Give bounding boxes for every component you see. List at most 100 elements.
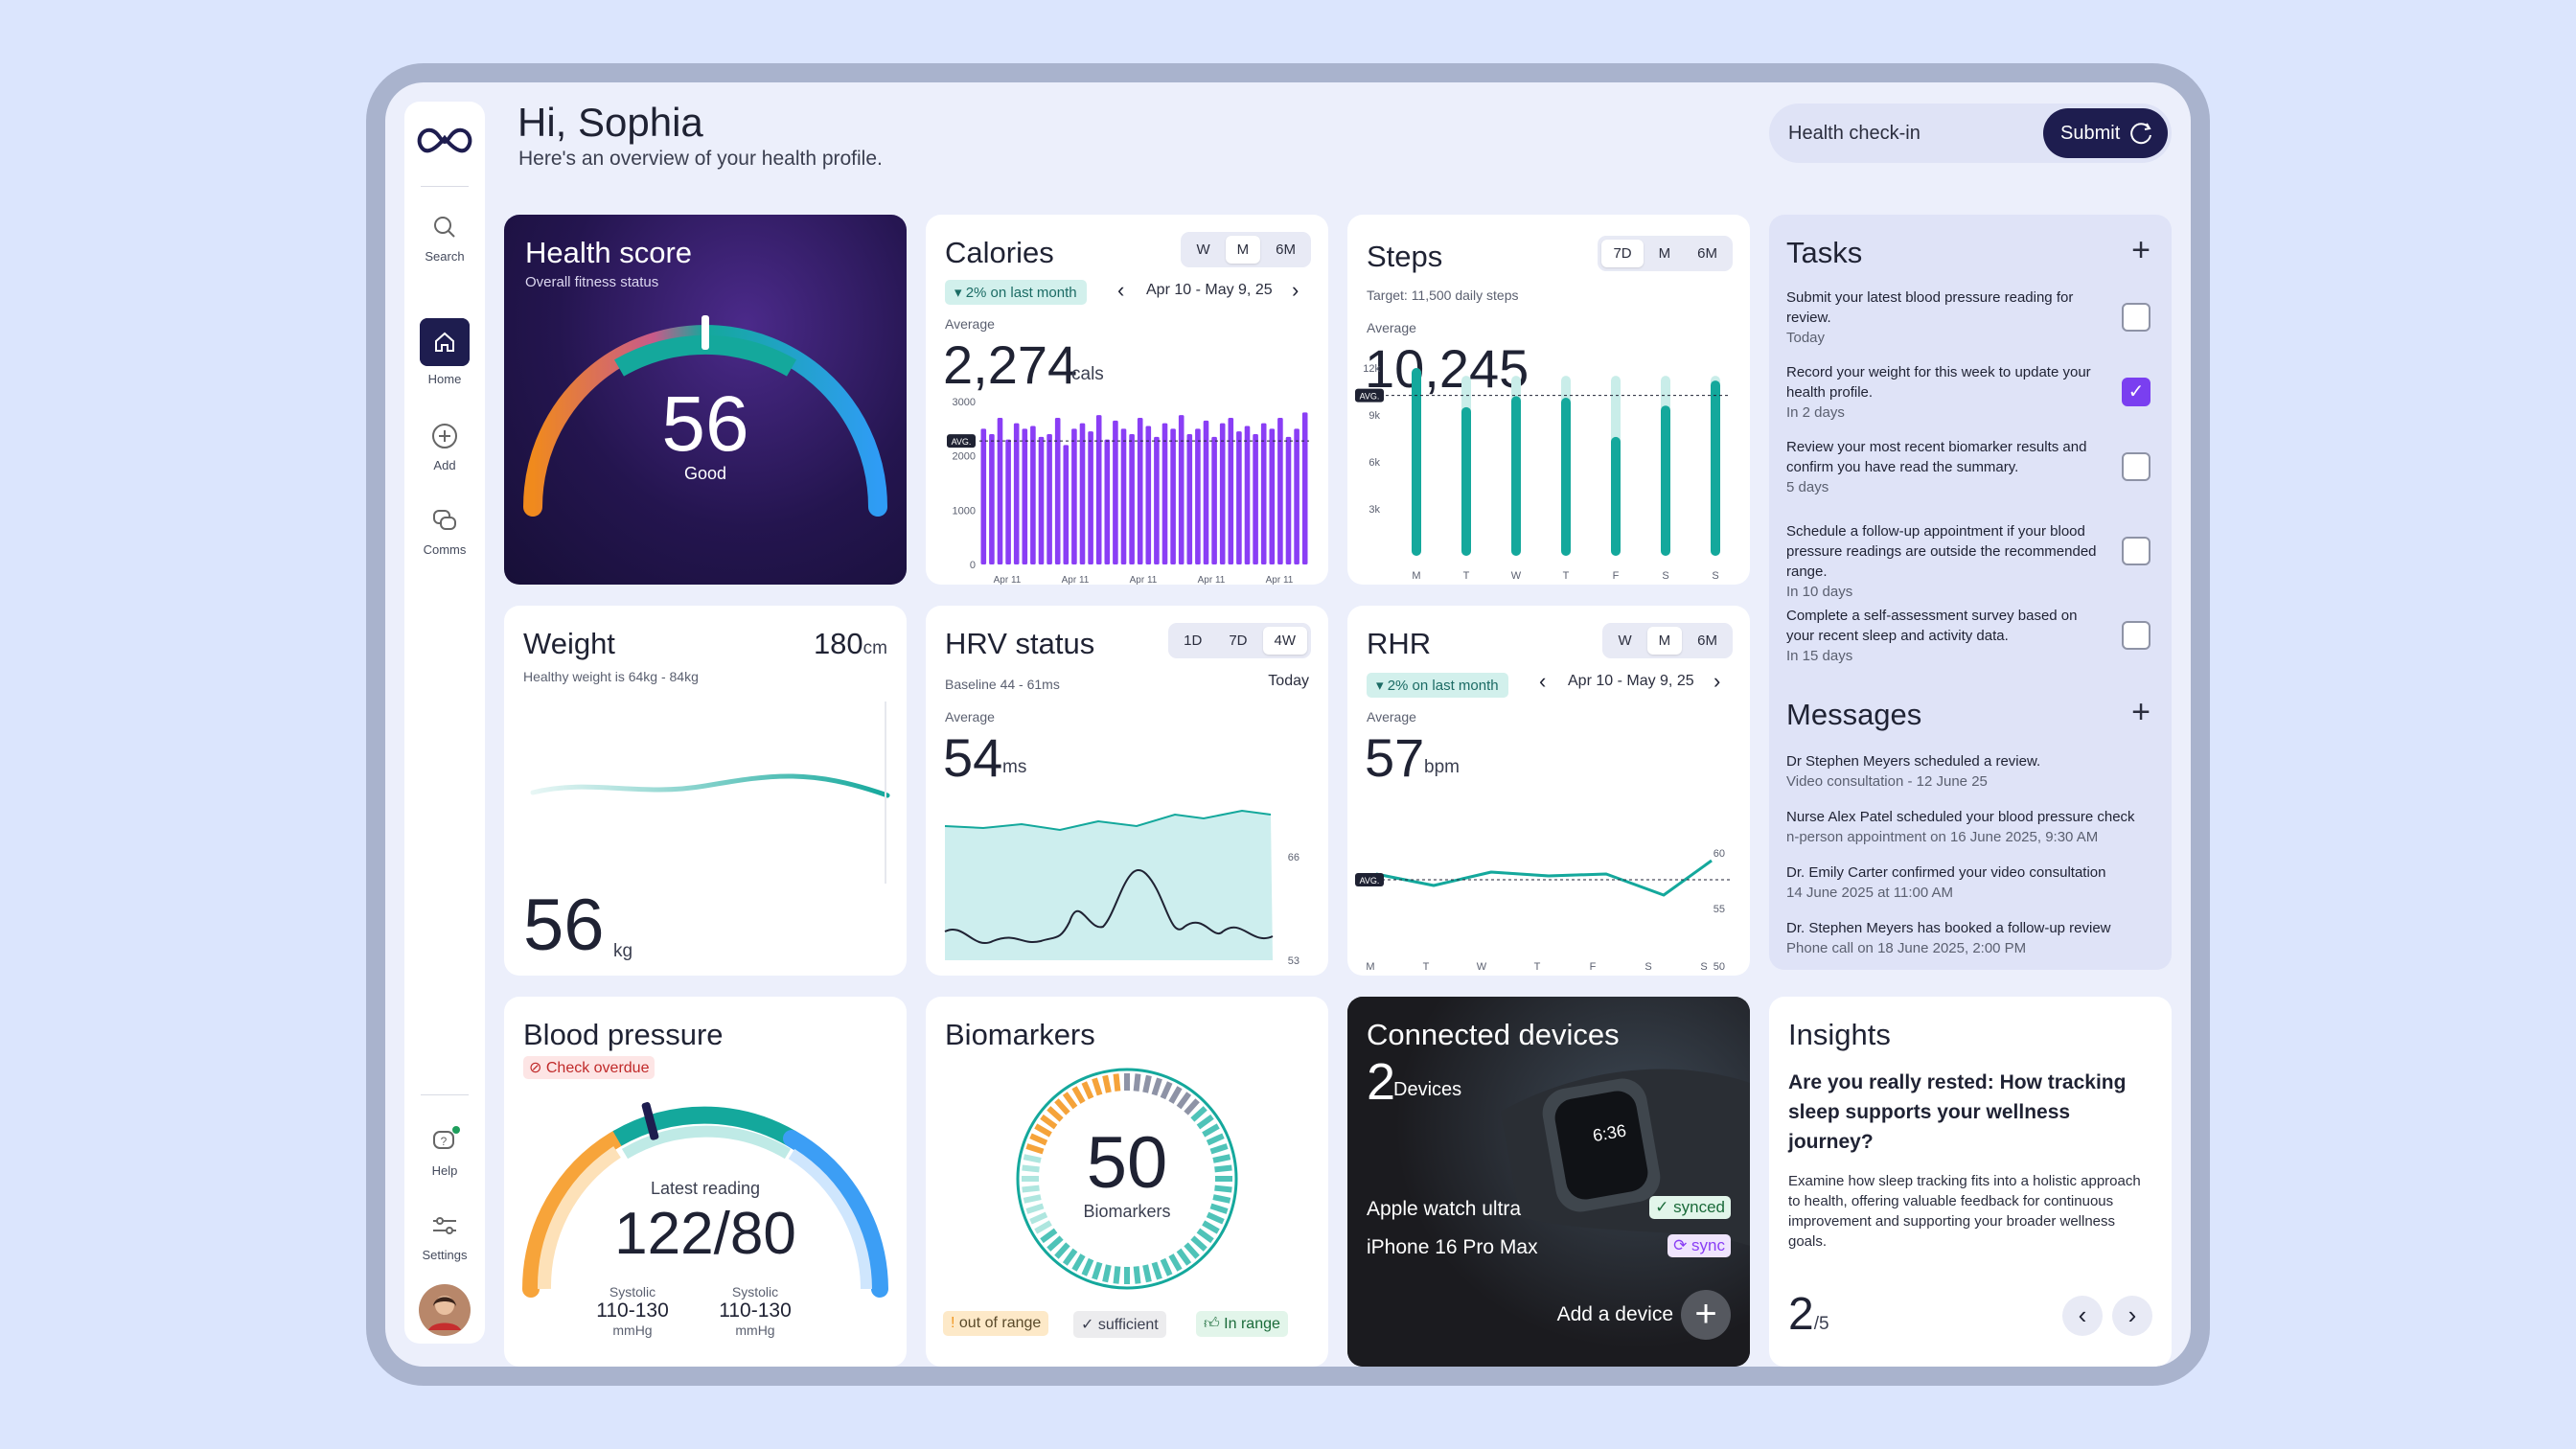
bp-col-1: Systolic 110-130 mmHg bbox=[594, 1284, 671, 1338]
x-tick: Apr 11 bbox=[1198, 575, 1226, 585]
svg-text:?: ? bbox=[441, 1135, 448, 1148]
steps-card[interactable]: Steps 7D M 6M Target: 11,500 daily steps… bbox=[1347, 215, 1750, 585]
tab-4w[interactable]: 4W bbox=[1262, 627, 1307, 655]
calorie-bar bbox=[1285, 436, 1292, 564]
ring-segment bbox=[1062, 1092, 1078, 1110]
tab-m[interactable]: M bbox=[1646, 627, 1683, 655]
add-device-button[interactable]: + bbox=[1681, 1290, 1731, 1340]
steps-value: 10,245 bbox=[1365, 338, 1530, 399]
message-meta: n-person appointment on 16 June 2025, 9:… bbox=[1786, 829, 2099, 845]
calorie-bar bbox=[1113, 420, 1118, 564]
sidebar-item-settings[interactable]: Settings bbox=[404, 1209, 485, 1262]
message-meta: Phone call on 18 June 2025, 2:00 PM bbox=[1786, 940, 2027, 956]
tab-6m[interactable]: 6M bbox=[1697, 632, 1717, 649]
weight-card[interactable]: Weight 180cm Healthy weight is 64kg - 84… bbox=[504, 606, 907, 976]
sidebar-divider bbox=[421, 186, 469, 187]
tab-m[interactable]: M bbox=[1658, 245, 1671, 262]
ring-segment bbox=[1196, 1114, 1214, 1130]
task-checkbox[interactable]: ✓ bbox=[2122, 378, 2150, 406]
task-checkbox[interactable] bbox=[2122, 621, 2150, 650]
ring-segment bbox=[1071, 1086, 1086, 1104]
next-insight-button[interactable]: › bbox=[2112, 1296, 2152, 1336]
submit-button[interactable]: Submit bbox=[2043, 108, 2168, 158]
status-text: synced bbox=[1673, 1198, 1725, 1216]
sidebar-item-help[interactable]: ? Help bbox=[404, 1125, 485, 1178]
ring-segment bbox=[1214, 1164, 1232, 1173]
prev-insight-button[interactable]: ‹ bbox=[2062, 1296, 2103, 1336]
ring-segment bbox=[1151, 1077, 1162, 1096]
tab-7d[interactable]: 7D bbox=[1601, 240, 1644, 267]
x-tick: Apr 11 bbox=[994, 575, 1022, 585]
legend-sufficient: ✓ sufficient bbox=[1073, 1311, 1166, 1338]
next-arrow-icon[interactable]: › bbox=[1292, 278, 1300, 302]
hrv-area-chart: 66 53 bbox=[944, 809, 1300, 967]
insight-body: Examine how sleep tracking fits into a h… bbox=[1788, 1173, 2141, 1250]
tab-6m[interactable]: 6M bbox=[1697, 245, 1717, 262]
message-item[interactable]: Dr Stephen Meyers scheduled a review. Vid… bbox=[1786, 751, 2170, 792]
tab-w[interactable]: W bbox=[1196, 242, 1210, 258]
ring-segment bbox=[1054, 1098, 1070, 1116]
message-item[interactable]: Dr. Stephen Meyers has booked a follow-u… bbox=[1786, 918, 2170, 958]
add-task-icon[interactable]: + bbox=[2131, 232, 2150, 268]
legend-text: In range bbox=[1224, 1316, 1280, 1332]
sidebar-item-search[interactable]: Search bbox=[404, 211, 485, 264]
task-due: In 10 days bbox=[1786, 584, 1853, 600]
calorie-bar bbox=[1154, 436, 1160, 564]
hrv-card[interactable]: HRV status 1D 7D 4W Today Baseline 44 - … bbox=[926, 606, 1328, 976]
sidebar-item-label: Search bbox=[425, 249, 465, 264]
connected-devices-card[interactable]: 6:36 Connected devices 2 Devices Apple w… bbox=[1347, 997, 1750, 1367]
sidebar-item-home[interactable]: Home bbox=[404, 318, 485, 386]
rhr-value: 57 bbox=[1365, 727, 1425, 788]
sync-badge[interactable]: ⟳ sync bbox=[1668, 1234, 1731, 1257]
task-item: Submit your latest blood pressure readin… bbox=[1786, 288, 2103, 348]
ring-segment bbox=[1212, 1154, 1231, 1163]
calorie-bar bbox=[1013, 423, 1020, 564]
y-tick: 60 bbox=[1714, 848, 1725, 860]
calorie-bar bbox=[1203, 420, 1209, 564]
tab-1d[interactable]: 1D bbox=[1184, 632, 1203, 649]
insights-card[interactable]: Insights Are you really rested: How trac… bbox=[1769, 997, 2172, 1367]
tab-7d[interactable]: 7D bbox=[1229, 632, 1248, 649]
y-tick: 50 bbox=[1714, 961, 1725, 973]
next-arrow-icon[interactable]: › bbox=[1714, 669, 1721, 693]
pagination: 2/5 bbox=[1788, 1288, 1829, 1341]
prev-arrow-icon[interactable]: ‹ bbox=[1539, 669, 1547, 693]
calorie-bar bbox=[1054, 418, 1061, 564]
biomarkers-value: 50 bbox=[1086, 1122, 1168, 1204]
check-overdue-badge[interactable]: ⊘ Check overdue bbox=[523, 1056, 656, 1079]
task-checkbox[interactable] bbox=[2122, 452, 2150, 481]
tab-6m[interactable]: 6M bbox=[1276, 242, 1296, 258]
calorie-bar bbox=[989, 434, 995, 564]
steps-bar-chart: 12k 9k 6k 3k M T W T F S S AVG. bbox=[1355, 363, 1731, 582]
tab-w[interactable]: W bbox=[1618, 632, 1632, 649]
task-checkbox[interactable] bbox=[2122, 537, 2150, 565]
ring-segment bbox=[1190, 1106, 1208, 1122]
add-message-icon[interactable]: + bbox=[2131, 694, 2150, 730]
rhr-period-tabs: W M 6M bbox=[1602, 623, 1733, 658]
health-score-card[interactable]: Health score Overall fitness status 56 G… bbox=[504, 215, 907, 585]
tab-m[interactable]: M bbox=[1225, 236, 1261, 264]
avg-tag bbox=[947, 434, 976, 448]
ring-segment bbox=[1190, 1235, 1208, 1252]
message-item[interactable]: Dr. Emily Carter confirmed your video co… bbox=[1786, 862, 2170, 903]
calories-card[interactable]: Calories W M 6M ▾ 2% on last month ‹ Apr… bbox=[926, 215, 1328, 585]
insight-headline[interactable]: Are you really rested: How tracking slee… bbox=[1788, 1071, 2127, 1153]
sidebar-item-add[interactable]: Add bbox=[404, 420, 485, 472]
prev-arrow-icon[interactable]: ‹ bbox=[1117, 278, 1125, 302]
device-count: 2 bbox=[1367, 1053, 1396, 1111]
calorie-bar bbox=[1219, 423, 1226, 564]
task-text: Record your weight for this week to upda… bbox=[1786, 364, 2091, 401]
synced-badge: ✓ synced bbox=[1649, 1196, 1731, 1219]
message-item[interactable]: Nurse Alex Patel scheduled your blood pr… bbox=[1786, 807, 2170, 847]
x-tick: M bbox=[1366, 961, 1374, 973]
biomarkers-card[interactable]: Biomarkers 50 Biomarkers ! out of range … bbox=[926, 997, 1328, 1367]
x-tick: Apr 11 bbox=[1130, 575, 1158, 585]
steps-target: Target: 11,500 daily steps bbox=[1367, 288, 1519, 303]
avg-tag bbox=[1355, 873, 1384, 886]
rhr-card[interactable]: RHR W M 6M ▾ 2% on last month ‹ Apr 10 -… bbox=[1347, 606, 1750, 976]
sidebar-item-comms[interactable]: Comms bbox=[404, 504, 485, 557]
calorie-bar bbox=[1162, 423, 1168, 564]
task-checkbox[interactable] bbox=[2122, 303, 2150, 332]
avatar[interactable] bbox=[419, 1284, 471, 1336]
blood-pressure-card[interactable]: Blood pressure ⊘ Check overdue Latest re… bbox=[504, 997, 907, 1367]
